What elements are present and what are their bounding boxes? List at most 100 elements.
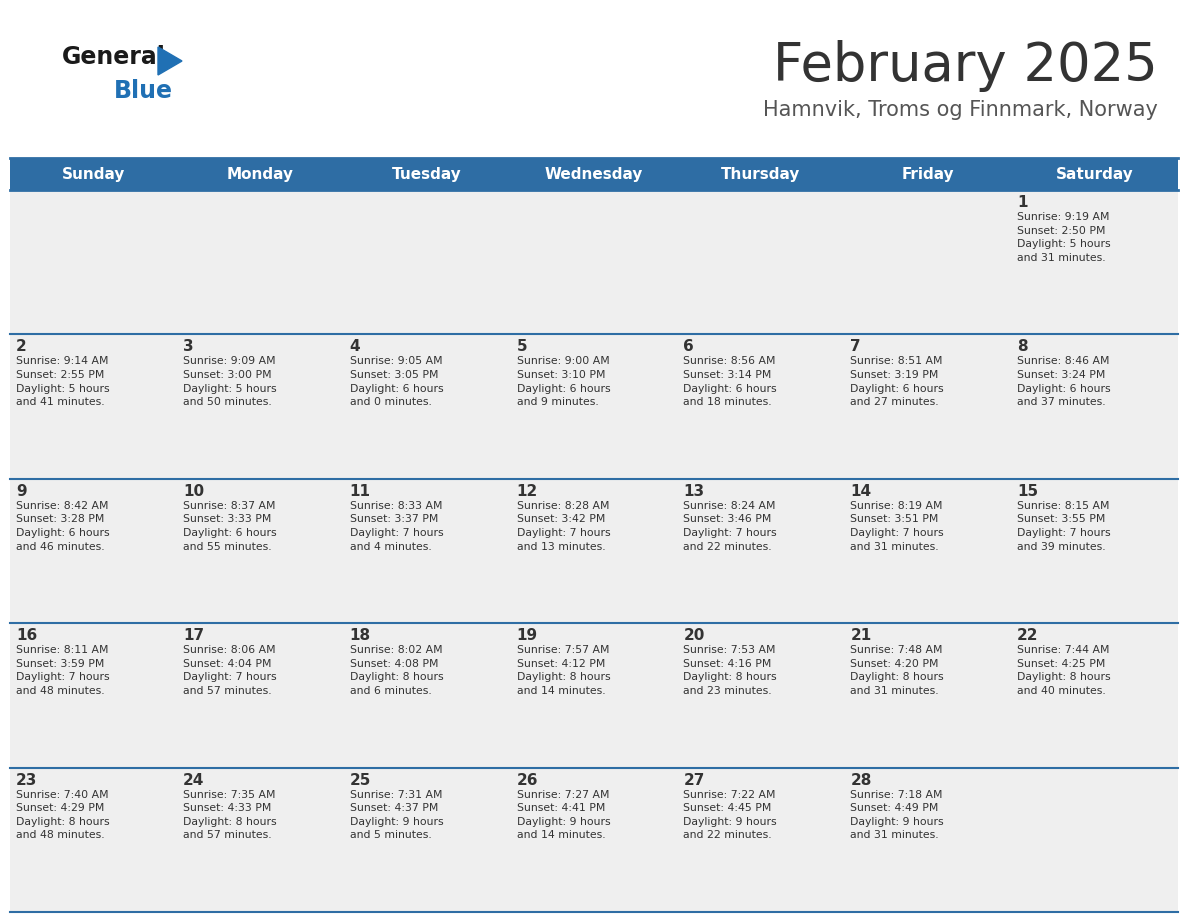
Text: Blue: Blue [114,79,173,103]
Text: 26: 26 [517,773,538,788]
Text: Sunrise: 7:31 AM
Sunset: 4:37 PM
Daylight: 9 hours
and 5 minutes.: Sunrise: 7:31 AM Sunset: 4:37 PM Dayligh… [349,789,443,840]
Bar [177,334,343,479]
Text: February 2025: February 2025 [773,40,1158,92]
Bar [677,767,845,912]
Text: Monday: Monday [227,166,293,182]
Bar [10,767,177,912]
Text: Sunrise: 8:06 AM
Sunset: 4:04 PM
Daylight: 7 hours
and 57 minutes.: Sunrise: 8:06 AM Sunset: 4:04 PM Dayligh… [183,645,277,696]
Text: Hamnvik, Troms og Finnmark, Norway: Hamnvik, Troms og Finnmark, Norway [763,100,1158,120]
Text: General: General [62,45,166,69]
Text: 11: 11 [349,484,371,498]
Bar [343,623,511,767]
Text: 9: 9 [15,484,26,498]
Polygon shape [158,47,182,75]
Text: Sunrise: 8:15 AM
Sunset: 3:55 PM
Daylight: 7 hours
and 39 minutes.: Sunrise: 8:15 AM Sunset: 3:55 PM Dayligh… [1017,501,1111,552]
Text: Sunrise: 8:24 AM
Sunset: 3:46 PM
Daylight: 7 hours
and 22 minutes.: Sunrise: 8:24 AM Sunset: 3:46 PM Dayligh… [683,501,777,552]
Text: 15: 15 [1017,484,1038,498]
Text: 18: 18 [349,628,371,644]
Bar [845,479,1011,623]
Text: 23: 23 [15,773,37,788]
Bar [511,479,677,623]
Text: 13: 13 [683,484,704,498]
Text: 22: 22 [1017,628,1038,644]
Bar [1011,623,1178,767]
Bar [677,479,845,623]
Bar [845,623,1011,767]
Bar [1011,767,1178,912]
Text: Sunrise: 7:53 AM
Sunset: 4:16 PM
Daylight: 8 hours
and 23 minutes.: Sunrise: 7:53 AM Sunset: 4:16 PM Dayligh… [683,645,777,696]
Bar [677,334,845,479]
Text: Sunrise: 9:19 AM
Sunset: 2:50 PM
Daylight: 5 hours
and 31 minutes.: Sunrise: 9:19 AM Sunset: 2:50 PM Dayligh… [1017,212,1111,263]
Text: 27: 27 [683,773,704,788]
Text: Sunrise: 7:22 AM
Sunset: 4:45 PM
Daylight: 9 hours
and 22 minutes.: Sunrise: 7:22 AM Sunset: 4:45 PM Dayligh… [683,789,777,840]
Text: Sunrise: 8:46 AM
Sunset: 3:24 PM
Daylight: 6 hours
and 37 minutes.: Sunrise: 8:46 AM Sunset: 3:24 PM Dayligh… [1017,356,1111,408]
Bar [177,479,343,623]
Text: 16: 16 [15,628,37,644]
Text: Sunrise: 9:00 AM
Sunset: 3:10 PM
Daylight: 6 hours
and 9 minutes.: Sunrise: 9:00 AM Sunset: 3:10 PM Dayligh… [517,356,611,408]
Bar [1011,334,1178,479]
Bar [845,190,1011,334]
Text: Sunrise: 7:40 AM
Sunset: 4:29 PM
Daylight: 8 hours
and 48 minutes.: Sunrise: 7:40 AM Sunset: 4:29 PM Dayligh… [15,789,109,840]
Bar [10,158,1178,190]
Text: 20: 20 [683,628,704,644]
Text: 12: 12 [517,484,538,498]
Text: 6: 6 [683,340,694,354]
Bar [511,190,677,334]
Bar [1011,190,1178,334]
Text: Tuesday: Tuesday [392,166,462,182]
Text: Wednesday: Wednesday [545,166,643,182]
Text: 25: 25 [349,773,371,788]
Bar [10,334,177,479]
Text: 21: 21 [851,628,872,644]
Bar [343,190,511,334]
Text: 5: 5 [517,340,527,354]
Text: Sunrise: 8:33 AM
Sunset: 3:37 PM
Daylight: 7 hours
and 4 minutes.: Sunrise: 8:33 AM Sunset: 3:37 PM Dayligh… [349,501,443,552]
Text: Sunrise: 8:37 AM
Sunset: 3:33 PM
Daylight: 6 hours
and 55 minutes.: Sunrise: 8:37 AM Sunset: 3:33 PM Dayligh… [183,501,277,552]
Text: Friday: Friday [902,166,954,182]
Text: 28: 28 [851,773,872,788]
Text: 2: 2 [15,340,27,354]
Bar [177,190,343,334]
Text: 3: 3 [183,340,194,354]
Text: Sunrise: 8:56 AM
Sunset: 3:14 PM
Daylight: 6 hours
and 18 minutes.: Sunrise: 8:56 AM Sunset: 3:14 PM Dayligh… [683,356,777,408]
Bar [10,190,177,334]
Text: Sunrise: 8:11 AM
Sunset: 3:59 PM
Daylight: 7 hours
and 48 minutes.: Sunrise: 8:11 AM Sunset: 3:59 PM Dayligh… [15,645,109,696]
Text: Sunrise: 9:14 AM
Sunset: 2:55 PM
Daylight: 5 hours
and 41 minutes.: Sunrise: 9:14 AM Sunset: 2:55 PM Dayligh… [15,356,109,408]
Bar [845,334,1011,479]
Text: Saturday: Saturday [1056,166,1133,182]
Text: Sunrise: 7:48 AM
Sunset: 4:20 PM
Daylight: 8 hours
and 31 minutes.: Sunrise: 7:48 AM Sunset: 4:20 PM Dayligh… [851,645,944,696]
Text: Sunrise: 7:35 AM
Sunset: 4:33 PM
Daylight: 8 hours
and 57 minutes.: Sunrise: 7:35 AM Sunset: 4:33 PM Dayligh… [183,789,277,840]
Bar [845,767,1011,912]
Bar [177,623,343,767]
Text: Sunrise: 9:05 AM
Sunset: 3:05 PM
Daylight: 6 hours
and 0 minutes.: Sunrise: 9:05 AM Sunset: 3:05 PM Dayligh… [349,356,443,408]
Bar [343,767,511,912]
Bar [1011,479,1178,623]
Text: Sunrise: 8:02 AM
Sunset: 4:08 PM
Daylight: 8 hours
and 6 minutes.: Sunrise: 8:02 AM Sunset: 4:08 PM Dayligh… [349,645,443,696]
Bar [677,623,845,767]
Text: Sunrise: 8:28 AM
Sunset: 3:42 PM
Daylight: 7 hours
and 13 minutes.: Sunrise: 8:28 AM Sunset: 3:42 PM Dayligh… [517,501,611,552]
Text: 19: 19 [517,628,538,644]
Text: Sunrise: 7:57 AM
Sunset: 4:12 PM
Daylight: 8 hours
and 14 minutes.: Sunrise: 7:57 AM Sunset: 4:12 PM Dayligh… [517,645,611,696]
Text: Sunday: Sunday [62,166,125,182]
Text: 14: 14 [851,484,872,498]
Text: 4: 4 [349,340,360,354]
Bar [10,623,177,767]
Text: 24: 24 [183,773,204,788]
Text: Sunrise: 8:19 AM
Sunset: 3:51 PM
Daylight: 7 hours
and 31 minutes.: Sunrise: 8:19 AM Sunset: 3:51 PM Dayligh… [851,501,944,552]
Bar [177,767,343,912]
Text: Sunrise: 8:42 AM
Sunset: 3:28 PM
Daylight: 6 hours
and 46 minutes.: Sunrise: 8:42 AM Sunset: 3:28 PM Dayligh… [15,501,109,552]
Bar [343,479,511,623]
Text: Sunrise: 7:27 AM
Sunset: 4:41 PM
Daylight: 9 hours
and 14 minutes.: Sunrise: 7:27 AM Sunset: 4:41 PM Dayligh… [517,789,611,840]
Bar [343,334,511,479]
Text: Sunrise: 9:09 AM
Sunset: 3:00 PM
Daylight: 5 hours
and 50 minutes.: Sunrise: 9:09 AM Sunset: 3:00 PM Dayligh… [183,356,277,408]
Text: 8: 8 [1017,340,1028,354]
Text: 7: 7 [851,340,861,354]
Text: Thursday: Thursday [721,166,801,182]
Text: 10: 10 [183,484,204,498]
Bar [511,334,677,479]
Text: Sunrise: 7:18 AM
Sunset: 4:49 PM
Daylight: 9 hours
and 31 minutes.: Sunrise: 7:18 AM Sunset: 4:49 PM Dayligh… [851,789,944,840]
Text: Sunrise: 8:51 AM
Sunset: 3:19 PM
Daylight: 6 hours
and 27 minutes.: Sunrise: 8:51 AM Sunset: 3:19 PM Dayligh… [851,356,944,408]
Text: 1: 1 [1017,195,1028,210]
Text: Sunrise: 7:44 AM
Sunset: 4:25 PM
Daylight: 8 hours
and 40 minutes.: Sunrise: 7:44 AM Sunset: 4:25 PM Dayligh… [1017,645,1111,696]
Bar [677,190,845,334]
